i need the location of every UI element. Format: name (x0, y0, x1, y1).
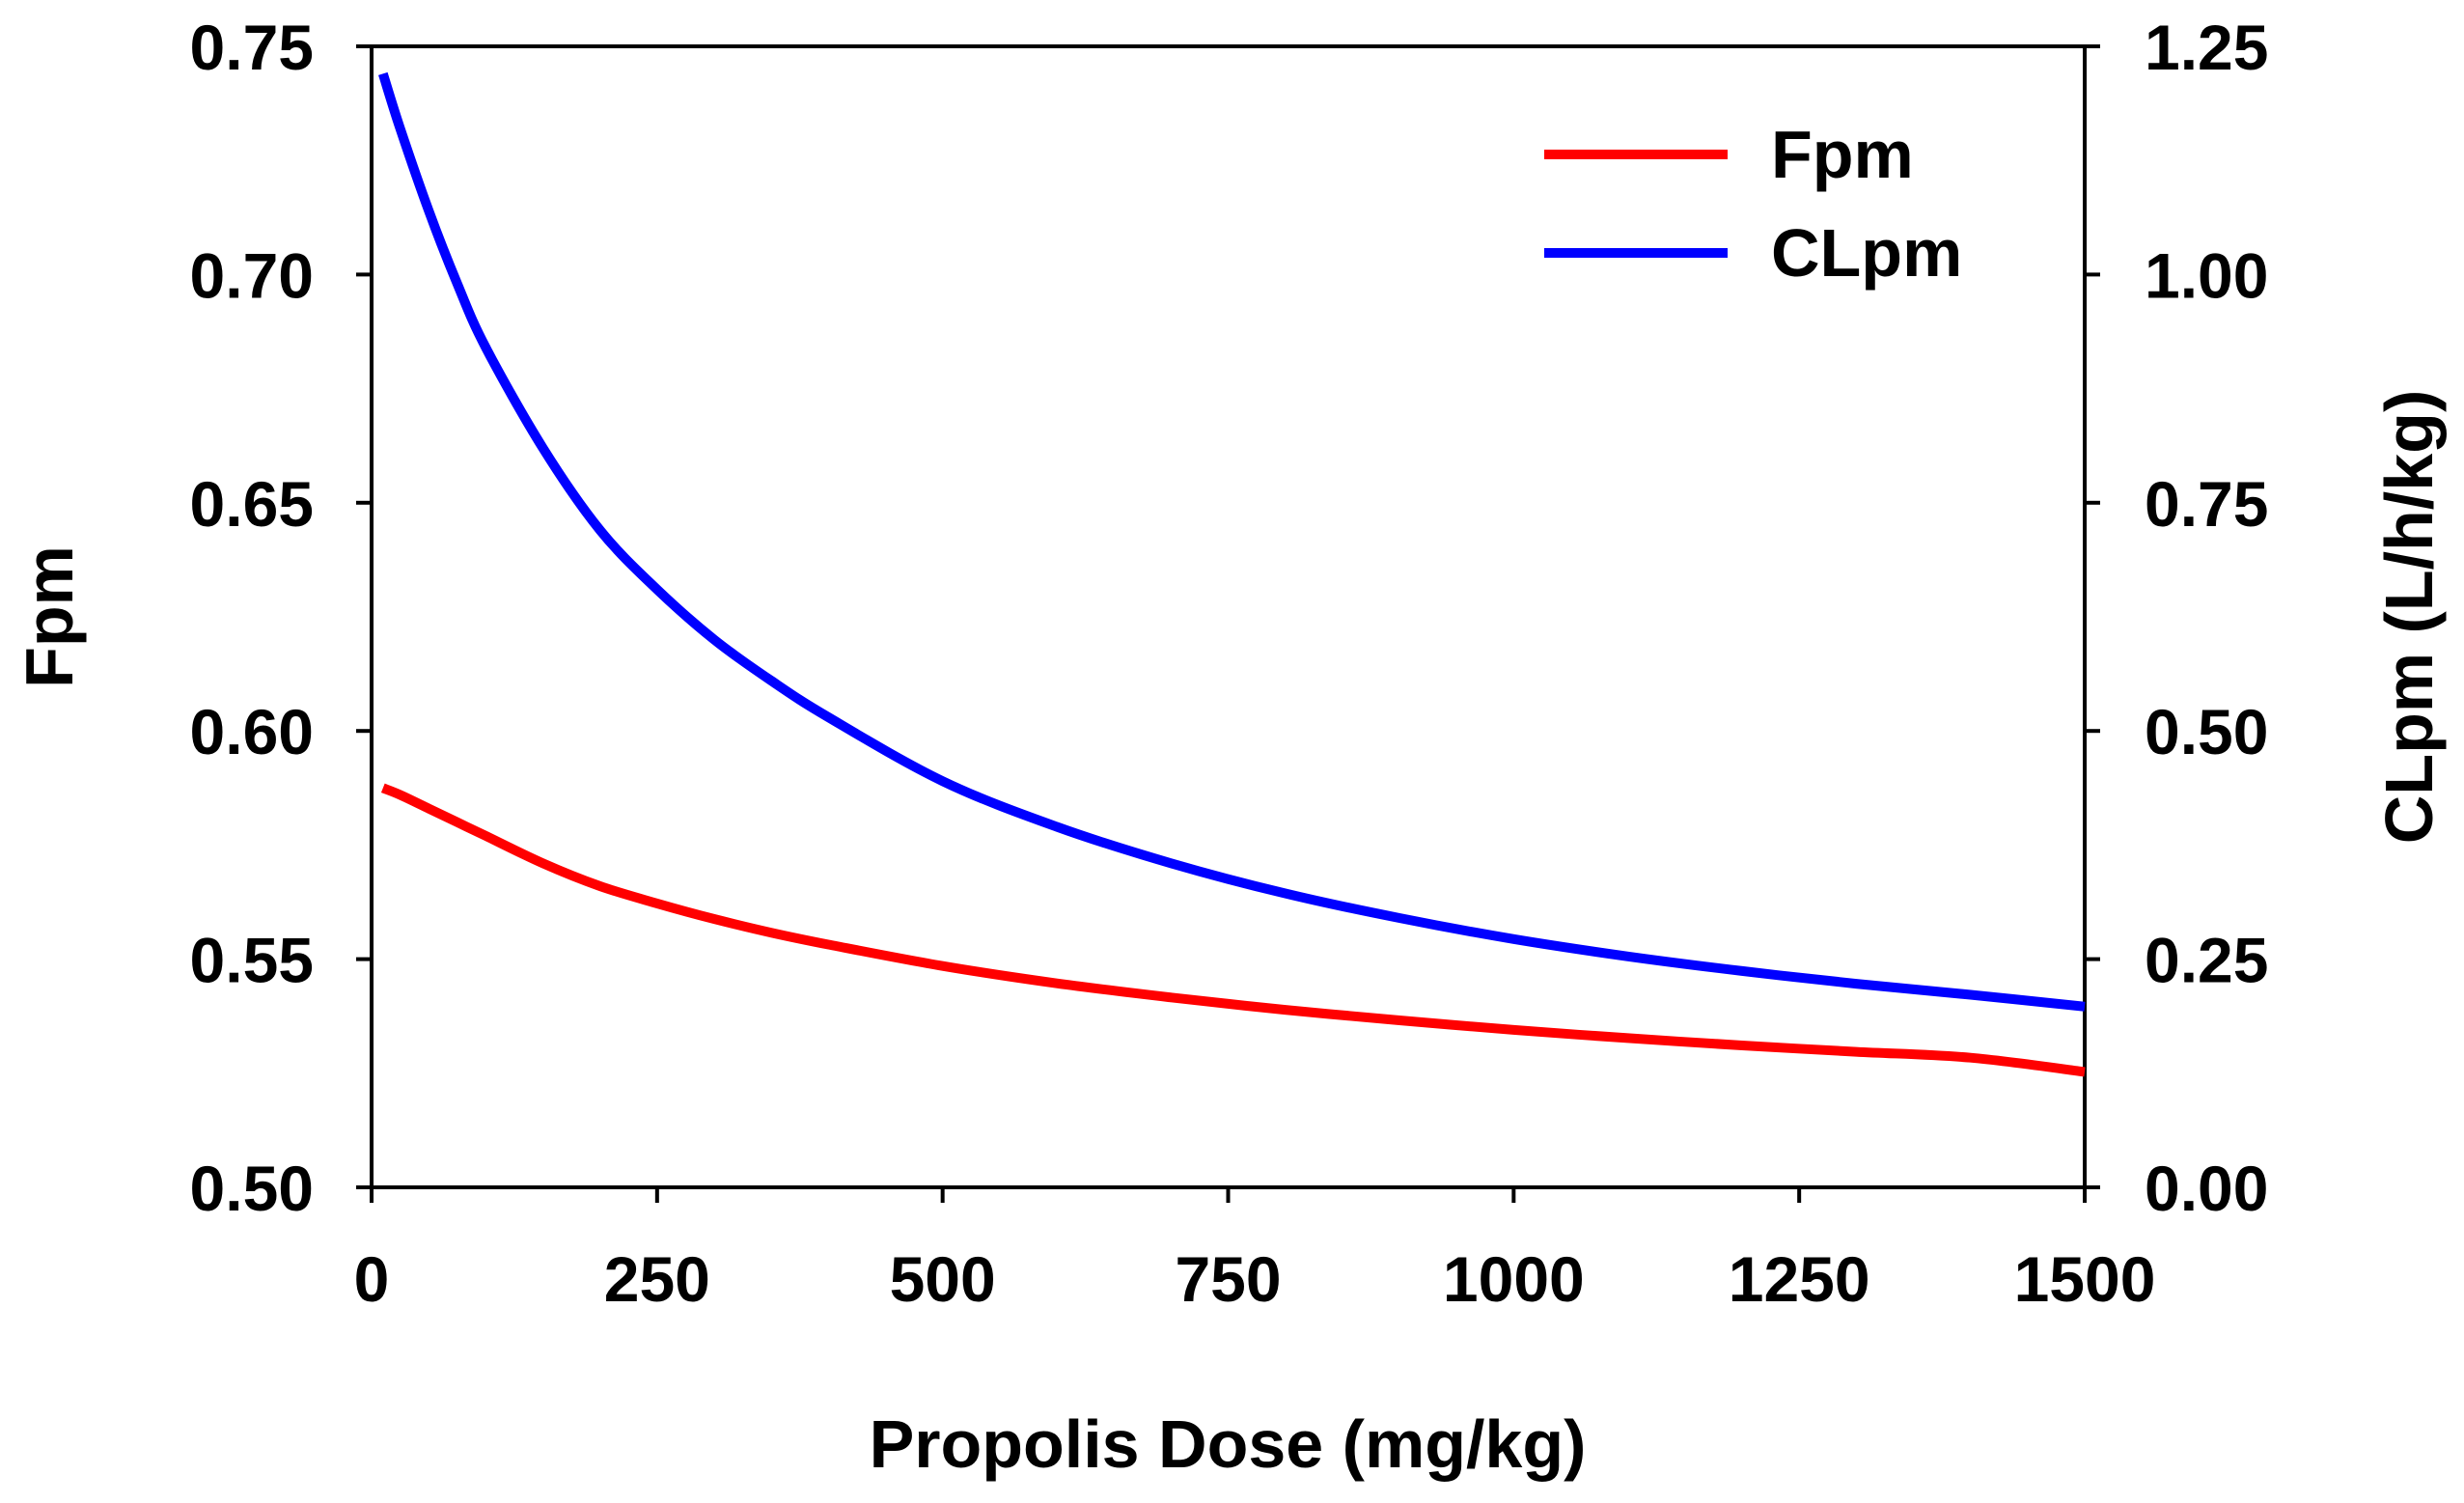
series-line-fpm (380, 783, 2086, 1077)
y-right-tick-label: 0.00 (2145, 1153, 2268, 1224)
y-right-tick-label: 1.25 (2145, 12, 2268, 83)
legend: Fpm CLpm (1544, 117, 1962, 291)
y-right-axis-ticks: 0.00 0.25 0.50 0.75 1.00 1.25 (2085, 12, 2268, 1224)
y-left-tick-label: 0.60 (190, 696, 314, 767)
y-right-axis-title: CLpm (L/h/kg) (2371, 390, 2447, 844)
y-left-tick-label: 0.70 (190, 239, 314, 311)
series-lines (378, 71, 2086, 1077)
x-tick-label: 0 (354, 1243, 390, 1315)
y-right-tick-label: 0.50 (2145, 696, 2268, 767)
y-left-axis-title: Fpm (12, 545, 87, 688)
y-right-tick-label: 1.00 (2145, 239, 2268, 311)
x-tick-label: 750 (1175, 1243, 1281, 1315)
y-left-tick-label: 0.55 (190, 925, 314, 996)
x-tick-label: 250 (604, 1243, 710, 1315)
y-left-tick-label: 0.75 (190, 12, 314, 83)
y-right-tick-label: 0.25 (2145, 925, 2268, 996)
legend-label-clpm: CLpm (1771, 215, 1962, 291)
x-tick-label: 1000 (1443, 1243, 1585, 1315)
x-tick-label: 1500 (2014, 1243, 2156, 1315)
y-left-axis-ticks: 0.50 0.55 0.60 0.65 0.70 0.75 (190, 12, 372, 1224)
x-axis-ticks: 0 250 500 750 1000 1250 1500 (354, 1187, 2156, 1315)
x-tick-label: 500 (890, 1243, 996, 1315)
legend-label-fpm: Fpm (1771, 117, 1914, 192)
x-tick-label: 1250 (1729, 1243, 1870, 1315)
y-right-tick-label: 0.75 (2145, 468, 2268, 540)
x-axis-title: Propolis Dose (mg/kg) (870, 1406, 1587, 1482)
y-left-tick-label: 0.50 (190, 1153, 314, 1224)
series-line-clpm (378, 71, 2086, 1012)
y-left-tick-label: 0.65 (190, 468, 314, 540)
